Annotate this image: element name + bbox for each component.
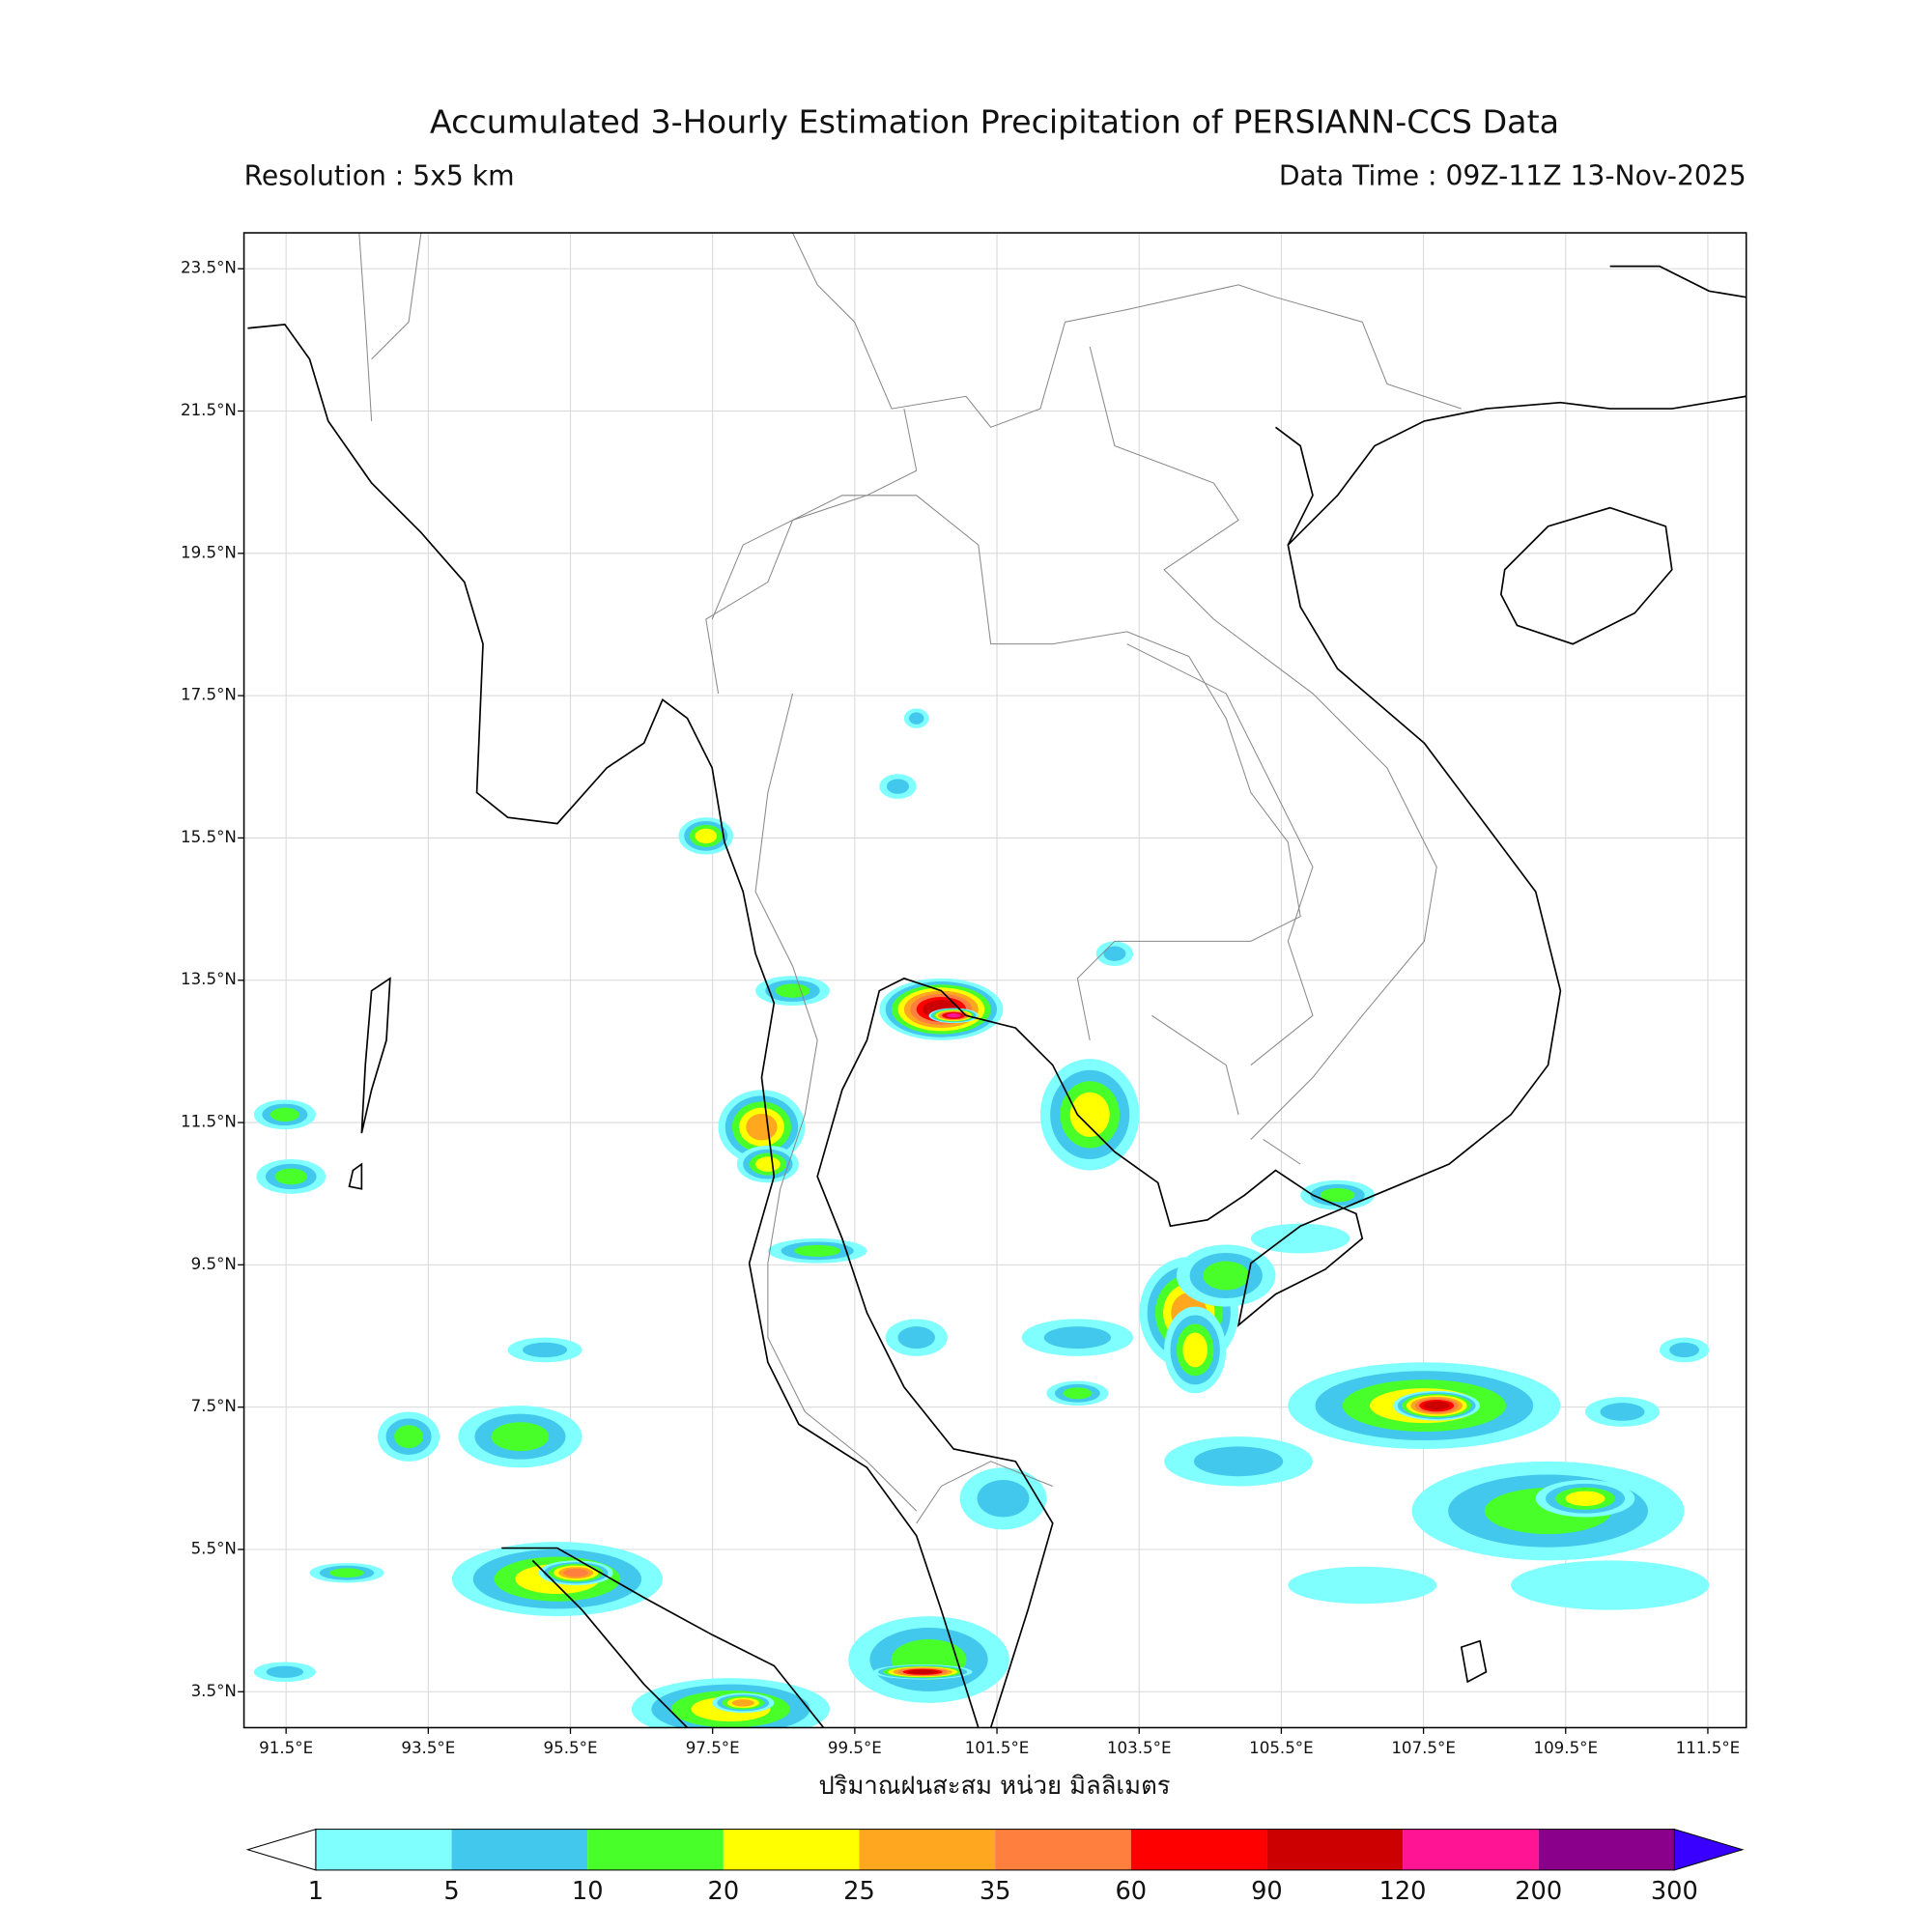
lat-tick-label: 21.5°N	[181, 401, 237, 419]
coastline	[816, 395, 1747, 1728]
rain-cell	[329, 1568, 364, 1577]
rain-cell	[907, 1669, 938, 1675]
rain-cell	[1288, 1566, 1437, 1605]
rain-cell	[886, 779, 910, 794]
rain-cell	[1511, 1560, 1710, 1610]
rain-cell	[1043, 1326, 1111, 1350]
rain-cell	[523, 1342, 568, 1358]
colorbar-under	[245, 1828, 317, 1871]
colorbar-segment	[1403, 1829, 1539, 1870]
colorbar-segment	[1538, 1829, 1675, 1870]
colorbar-label: 200	[1515, 1877, 1562, 1906]
colorbar-label: 20	[708, 1877, 740, 1906]
rain-cell	[794, 1244, 841, 1257]
rain-cell	[1600, 1403, 1645, 1421]
rain-cell	[1565, 1491, 1605, 1506]
rain-cell	[755, 1156, 781, 1172]
colorbar-segment	[587, 1829, 724, 1870]
lat-tick-label: 17.5°N	[181, 686, 237, 704]
rain-cell	[731, 1699, 754, 1707]
colorbar-frame	[315, 1829, 1675, 1871]
lon-tick-label: 111.5°E	[1676, 1739, 1741, 1757]
lat-tick-label: 3.5°N	[191, 1682, 237, 1700]
rain-cell	[1103, 946, 1126, 961]
colorbar-segment	[723, 1829, 860, 1870]
coastline	[1275, 265, 1747, 546]
rain-cell	[1069, 1092, 1110, 1137]
data-time: Data Time : 09Z-11Z 13-Nov-2025	[1279, 159, 1747, 191]
rain-cell	[1250, 1223, 1350, 1254]
lat-tick-label: 7.5°N	[191, 1397, 237, 1415]
rain-cell	[695, 828, 718, 844]
hainan	[1499, 506, 1673, 645]
lon-tick-label: 105.5°E	[1249, 1739, 1314, 1757]
colorbar-label: 60	[1115, 1877, 1147, 1906]
rain-cell	[491, 1422, 550, 1452]
colorbar-label: 35	[980, 1877, 1011, 1906]
colorbar-label: 300	[1651, 1877, 1698, 1906]
rain-cell	[977, 1480, 1030, 1518]
colorbar-label: 5	[443, 1877, 459, 1906]
lon-tick-label: 107.5°E	[1391, 1739, 1456, 1757]
lon-tick-label: 103.5°E	[1107, 1739, 1172, 1757]
lon-tick-label: 93.5°E	[401, 1739, 455, 1757]
rain-cell	[266, 1665, 304, 1678]
islands	[348, 977, 1488, 1684]
lon-tick-label: 95.5°E	[544, 1739, 598, 1757]
rain-cell	[274, 1168, 308, 1185]
lat-tick-label: 5.5°N	[191, 1539, 237, 1557]
rain-cell	[1182, 1332, 1208, 1368]
colorbar-over	[1673, 1828, 1745, 1871]
rain-cell	[946, 1013, 961, 1018]
colorbar-segment	[315, 1829, 452, 1870]
lat-tick-label: 19.5°N	[181, 543, 237, 561]
lat-tick-label: 15.5°N	[181, 828, 237, 846]
rain-cell	[775, 983, 810, 998]
rain-cell	[909, 712, 924, 724]
rain-cell	[1203, 1261, 1250, 1291]
lon-tick-label: 99.5°E	[828, 1739, 882, 1757]
lon-tick-label: 109.5°E	[1533, 1739, 1598, 1757]
precipitation	[253, 708, 1710, 1728]
lat-tick-label: 11.5°N	[181, 1113, 237, 1131]
rain-cell	[1063, 1387, 1093, 1400]
rain-cell	[563, 1568, 588, 1577]
rain-cell	[270, 1107, 299, 1122]
lat-tick-label: 9.5°N	[191, 1255, 237, 1273]
lat-tick-label: 23.5°N	[181, 259, 237, 277]
colorbar-segment	[1266, 1829, 1404, 1870]
resolution: Resolution : 5x5 km	[244, 159, 515, 191]
colorbar-label: 25	[843, 1877, 875, 1906]
rain-cell	[1320, 1188, 1355, 1203]
lon-tick-label: 101.5°E	[965, 1739, 1030, 1757]
lon-tick-label: 91.5°E	[259, 1739, 313, 1757]
x-axis-label: ปริมาณฝนสะสม หน่วย มิลลิเมตร	[818, 1772, 1170, 1801]
title: Accumulated 3-Hourly Estimation Precipit…	[430, 103, 1559, 141]
rain-cell	[1669, 1342, 1699, 1358]
rain-cell	[746, 1113, 778, 1141]
colorbar-label: 1	[308, 1877, 324, 1906]
lat-tick-label: 13.5°N	[181, 970, 237, 988]
colorbar-segment	[859, 1829, 996, 1870]
thailand-border	[711, 495, 1301, 1524]
colorbar-label: 90	[1251, 1877, 1283, 1906]
colorbar: 1 5 10 20 25 35 60 90 120 200 300	[245, 1828, 1745, 1906]
colorbar-segment	[451, 1829, 588, 1870]
colorbar-label: 10	[572, 1877, 604, 1906]
coastline	[247, 324, 980, 1728]
lon-tick-label: 97.5°E	[686, 1739, 740, 1757]
rain-cell	[897, 1326, 935, 1350]
colorbar-segment	[995, 1829, 1131, 1870]
sumatra-coast	[501, 1547, 825, 1728]
colorbar-segment	[1130, 1829, 1267, 1870]
colorbar-label: 120	[1379, 1877, 1427, 1906]
rain-cell	[394, 1425, 424, 1449]
rain-cell	[1193, 1446, 1284, 1477]
rain-cell	[1423, 1401, 1450, 1410]
geography	[247, 233, 1747, 1728]
